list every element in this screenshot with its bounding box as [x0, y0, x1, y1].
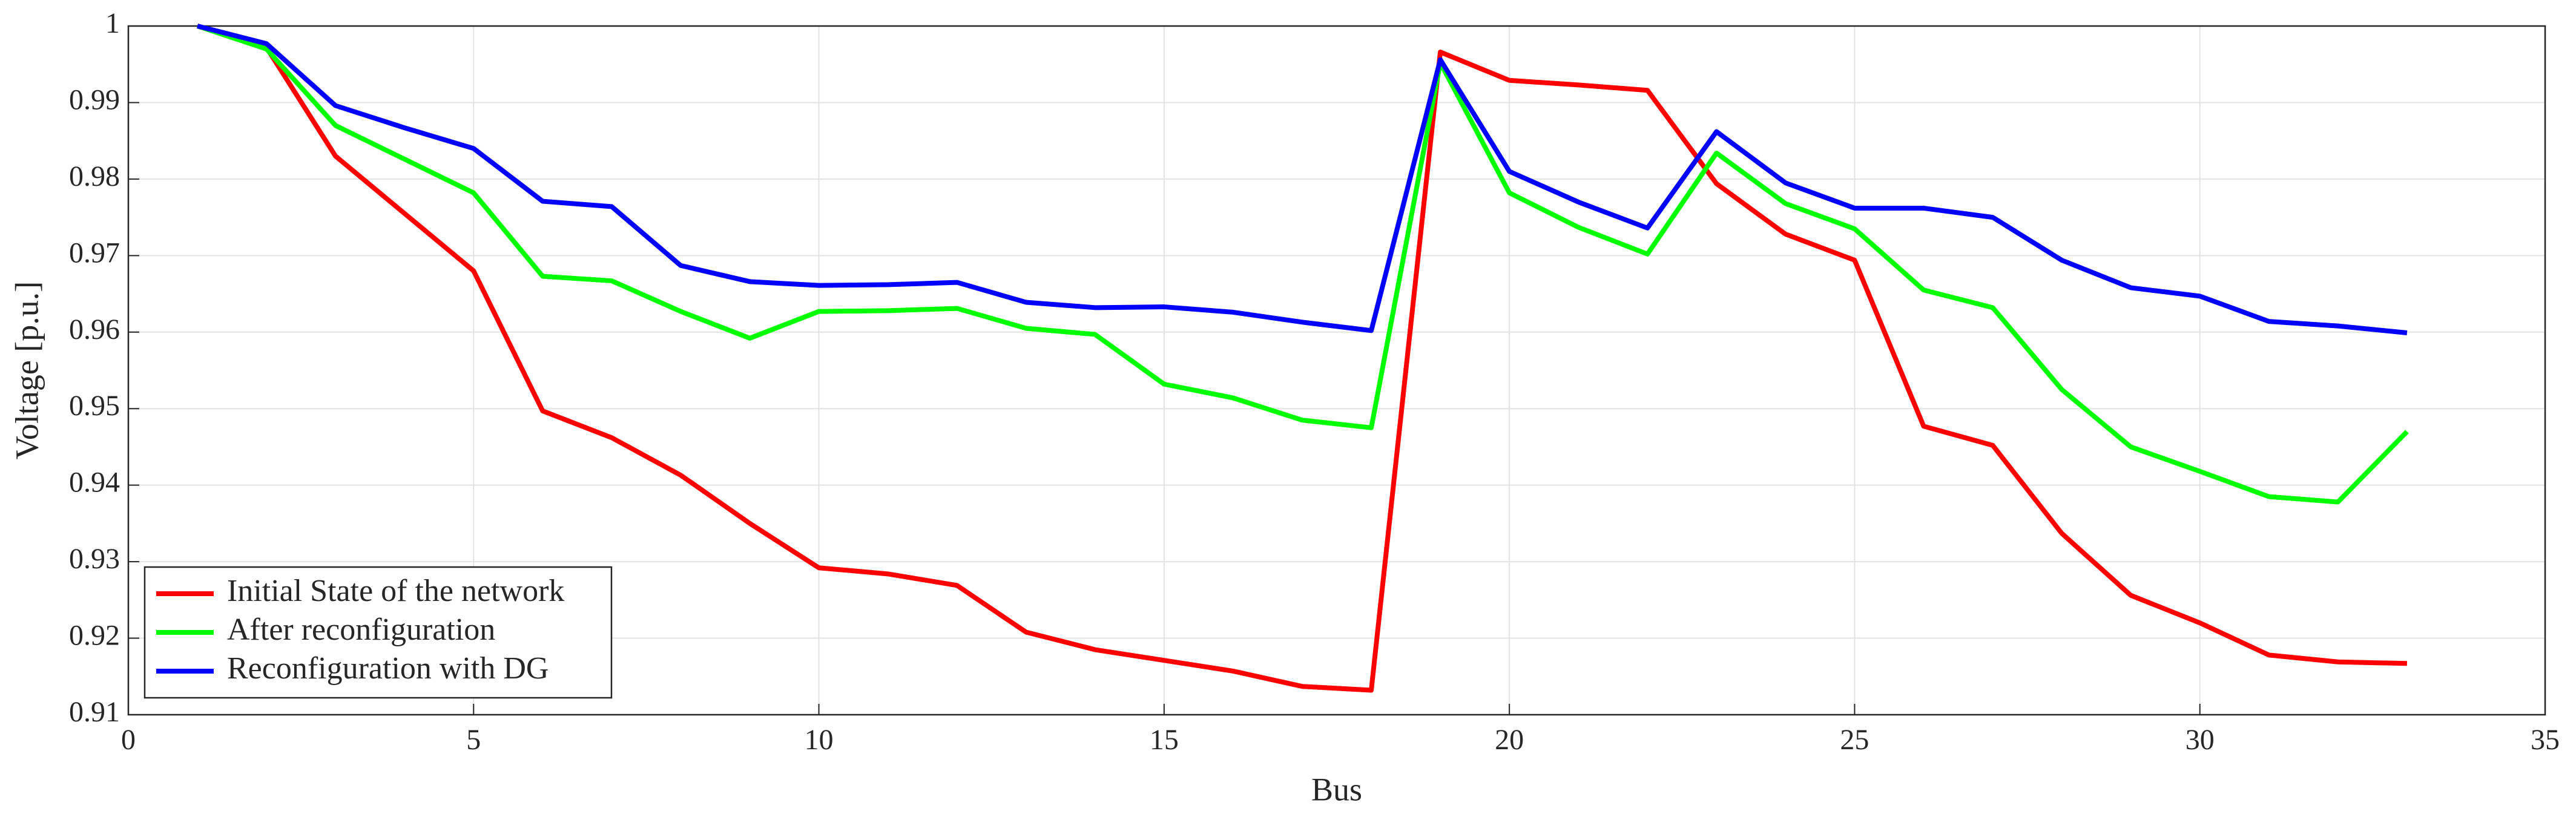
legend-label: Reconfiguration with DG	[227, 651, 548, 686]
line-series	[196, 24, 2407, 693]
y-axis-label: Voltage [p.u.]	[8, 281, 45, 459]
x-axis-label: Bus	[1311, 771, 1362, 807]
y-tick-label: 0.96	[69, 313, 120, 346]
legend-label: After reconfiguration	[227, 612, 495, 647]
plot-border	[127, 25, 2546, 716]
y-tick-label: 0.95	[69, 390, 120, 422]
x-tick-label: 30	[2186, 724, 2215, 756]
x-tick-label: 15	[1150, 724, 1179, 756]
x-tick-label: 5	[466, 724, 481, 756]
y-tick-label: 0.98	[69, 160, 120, 192]
y-tick-label: 0.97	[69, 237, 120, 269]
x-tick-label: 35	[2531, 724, 2560, 756]
x-tick-label: 0	[121, 724, 136, 756]
y-tick-label: 0.94	[69, 467, 120, 499]
y-tick-label: 0.99	[69, 84, 120, 116]
x-tick-label: 25	[1840, 724, 1869, 756]
y-tick-label: 0.93	[69, 543, 120, 575]
y-tick-label: 0.92	[69, 620, 120, 652]
y-tick-label: 1	[105, 7, 120, 39]
y-tick-label: 0.91	[69, 696, 120, 728]
x-tick-label: 10	[805, 724, 834, 756]
line-series	[197, 24, 2408, 336]
legend-label: Initial State of the network	[227, 574, 564, 608]
legend-box	[143, 566, 613, 699]
line-series	[196, 24, 2409, 505]
x-tick-label: 20	[1495, 724, 1524, 756]
